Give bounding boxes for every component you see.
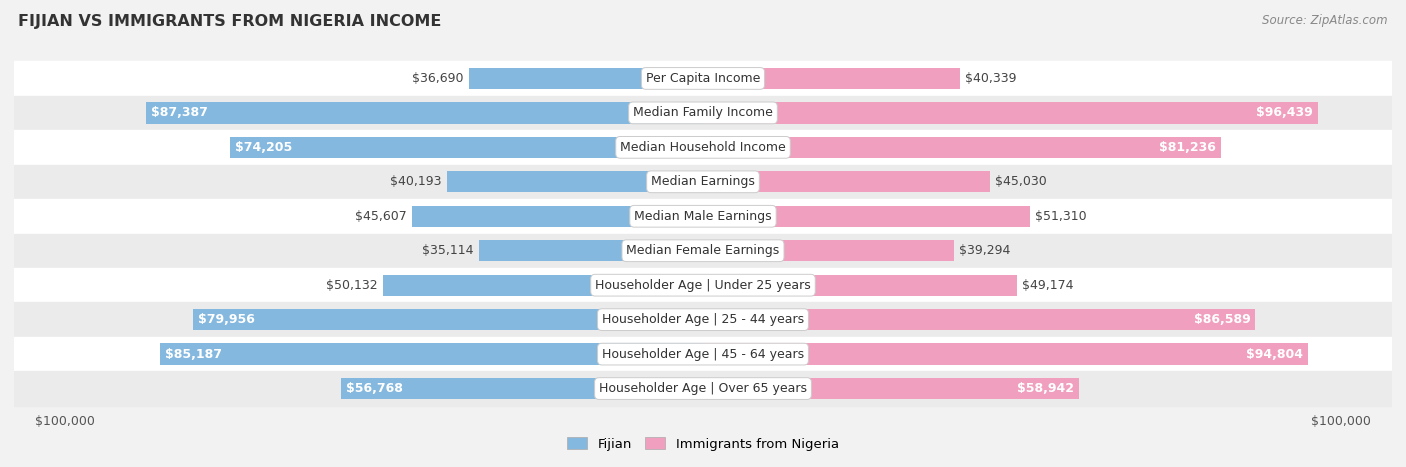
Bar [14, 96, 1392, 130]
Text: $40,339: $40,339 [966, 72, 1017, 85]
Text: Median Household Income: Median Household Income [620, 141, 786, 154]
Text: Median Female Earnings: Median Female Earnings [627, 244, 779, 257]
Bar [160, 343, 703, 365]
Bar [14, 130, 1392, 164]
Text: Householder Age | Under 25 years: Householder Age | Under 25 years [595, 279, 811, 292]
Text: Median Family Income: Median Family Income [633, 106, 773, 120]
Bar [703, 171, 990, 192]
Text: $45,607: $45,607 [356, 210, 406, 223]
Bar [703, 275, 1017, 296]
Text: Median Earnings: Median Earnings [651, 175, 755, 188]
Text: $85,187: $85,187 [165, 347, 222, 361]
Bar [14, 199, 1392, 234]
Bar [146, 102, 703, 124]
Bar [412, 205, 703, 227]
Bar [703, 102, 1319, 124]
Text: Householder Age | 25 - 44 years: Householder Age | 25 - 44 years [602, 313, 804, 326]
Bar [703, 205, 1031, 227]
Bar [384, 275, 703, 296]
Bar [14, 234, 1392, 268]
Text: $50,132: $50,132 [326, 279, 378, 292]
Bar [470, 68, 703, 89]
Bar [14, 303, 1392, 337]
Text: $56,768: $56,768 [346, 382, 404, 395]
Bar [703, 240, 953, 262]
Text: $94,804: $94,804 [1246, 347, 1302, 361]
Text: $39,294: $39,294 [959, 244, 1010, 257]
Bar [703, 309, 1256, 330]
Bar [229, 137, 703, 158]
Text: $87,387: $87,387 [150, 106, 208, 120]
Text: $36,690: $36,690 [412, 72, 464, 85]
Text: $74,205: $74,205 [235, 141, 292, 154]
Text: Householder Age | Over 65 years: Householder Age | Over 65 years [599, 382, 807, 395]
Bar [14, 337, 1392, 371]
Bar [14, 268, 1392, 303]
Text: FIJIAN VS IMMIGRANTS FROM NIGERIA INCOME: FIJIAN VS IMMIGRANTS FROM NIGERIA INCOME [18, 14, 441, 29]
Text: $40,193: $40,193 [389, 175, 441, 188]
Bar [703, 68, 960, 89]
Text: $81,236: $81,236 [1159, 141, 1216, 154]
Bar [14, 61, 1392, 96]
Bar [703, 137, 1222, 158]
Bar [703, 378, 1078, 399]
Text: Householder Age | 45 - 64 years: Householder Age | 45 - 64 years [602, 347, 804, 361]
Text: $51,310: $51,310 [1035, 210, 1087, 223]
Bar [340, 378, 703, 399]
Text: $58,942: $58,942 [1017, 382, 1074, 395]
Legend: Fijian, Immigrants from Nigeria: Fijian, Immigrants from Nigeria [567, 437, 839, 451]
Bar [193, 309, 703, 330]
Text: Per Capita Income: Per Capita Income [645, 72, 761, 85]
Bar [447, 171, 703, 192]
Bar [14, 371, 1392, 406]
Text: $45,030: $45,030 [995, 175, 1047, 188]
Text: $49,174: $49,174 [1022, 279, 1073, 292]
Text: Source: ZipAtlas.com: Source: ZipAtlas.com [1263, 14, 1388, 27]
Text: $79,956: $79,956 [198, 313, 254, 326]
Text: $86,589: $86,589 [1194, 313, 1250, 326]
Bar [14, 164, 1392, 199]
Bar [703, 343, 1308, 365]
Bar [479, 240, 703, 262]
Text: Median Male Earnings: Median Male Earnings [634, 210, 772, 223]
Text: $35,114: $35,114 [422, 244, 474, 257]
Text: $96,439: $96,439 [1257, 106, 1313, 120]
